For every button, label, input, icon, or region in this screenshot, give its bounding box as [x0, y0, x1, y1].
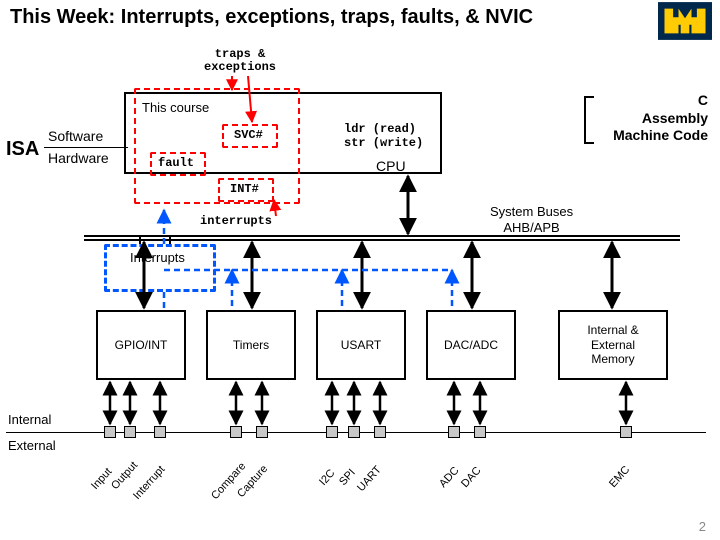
lang-bracket [584, 96, 594, 144]
periph-timers: Timers [206, 310, 296, 380]
rot-adc: ADC [437, 465, 461, 490]
fault-label: fault [158, 156, 194, 170]
page-number: 2 [699, 519, 706, 534]
umich-logo [658, 2, 712, 40]
lang-c: C [613, 92, 708, 110]
port-square [154, 426, 166, 438]
periph-dacadc-label: DAC/ADC [444, 338, 498, 352]
periph-usart-label: USART [341, 338, 381, 352]
int-label: INT# [230, 182, 259, 196]
page-title: This Week: Interrupts, exceptions, traps… [10, 6, 533, 29]
this-course-label: This course [142, 100, 209, 115]
rot-dac: DAC [459, 465, 483, 490]
periph-mem: Internal &ExternalMemory [558, 310, 668, 380]
rot-emc: EMC [607, 464, 632, 490]
traps-text: traps &exceptions [204, 47, 276, 74]
cpu-label: CPU [376, 158, 406, 174]
port-square [348, 426, 360, 438]
port-square [230, 426, 242, 438]
port-square [326, 426, 338, 438]
periph-gpio: GPIO/INT [96, 310, 186, 380]
port-square [448, 426, 460, 438]
bus-label: System BusesAHB/APB [490, 204, 573, 235]
rot-input: Input [89, 466, 114, 492]
external-label: External [8, 438, 56, 453]
traps-exceptions-label: traps &exceptions [204, 48, 276, 74]
rot-i2c: I2C [317, 467, 337, 488]
periph-dacadc: DAC/ADC [426, 310, 516, 380]
isa-label: ISA [6, 138, 39, 161]
port-square [620, 426, 632, 438]
port-square [474, 426, 486, 438]
port-square [374, 426, 386, 438]
language-stack: C Assembly Machine Code [613, 92, 708, 145]
port-square [104, 426, 116, 438]
periph-usart: USART [316, 310, 406, 380]
rot-uart: UART [355, 464, 384, 494]
interrupts-text: Interrupts [130, 250, 185, 265]
svc-label: SVC# [234, 128, 263, 142]
port-square [124, 426, 136, 438]
internal-label: Internal [8, 412, 51, 427]
ldrstr-label: ldr (read) str (write) [344, 122, 423, 151]
lang-mc: Machine Code [613, 127, 708, 145]
periph-gpio-label: GPIO/INT [115, 338, 168, 352]
interrupts-mono-label: interrupts [200, 214, 272, 228]
periph-timers-label: Timers [233, 338, 269, 352]
lang-asm: Assembly [613, 110, 708, 128]
port-square [256, 426, 268, 438]
isa-divider [44, 147, 128, 148]
hardware-label: Hardware [48, 150, 109, 166]
software-label: Software [48, 128, 103, 144]
periph-mem-label: Internal &ExternalMemory [587, 323, 638, 366]
